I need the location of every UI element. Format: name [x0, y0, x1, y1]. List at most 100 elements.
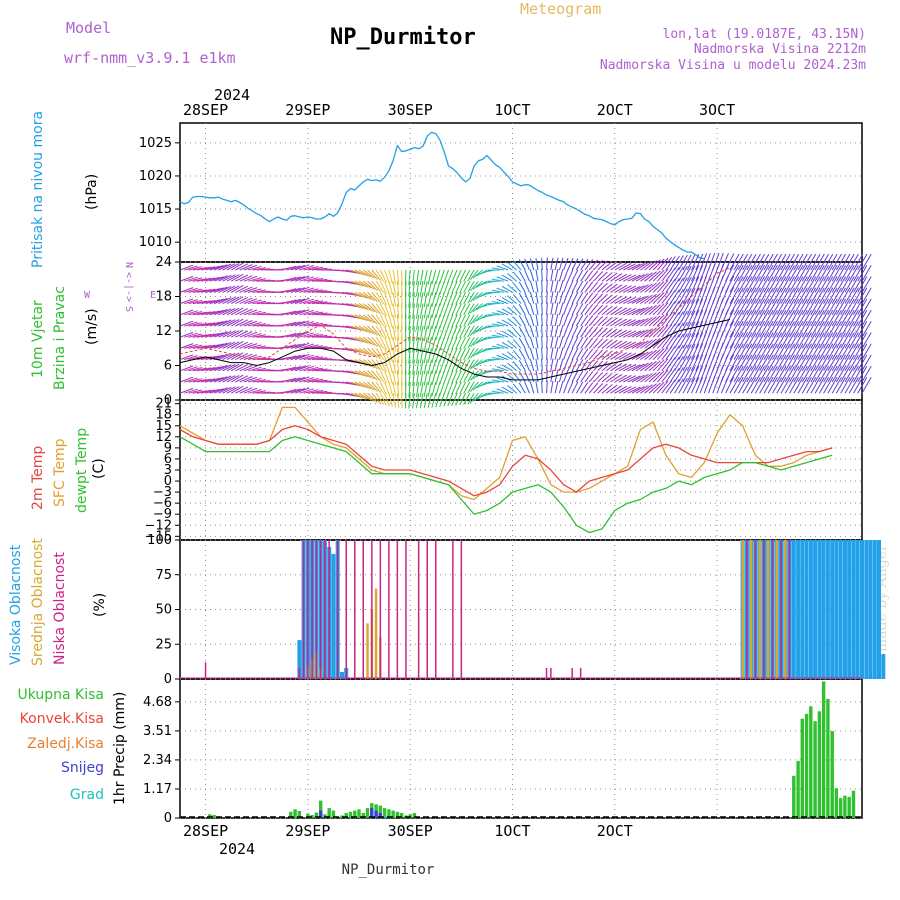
wind-barb	[447, 281, 454, 295]
wind-barb	[230, 273, 244, 282]
wind-barb	[192, 323, 207, 327]
wind-barb	[780, 321, 791, 338]
wind-barb	[431, 381, 437, 397]
wind-barb	[419, 381, 424, 397]
wind-barb	[853, 343, 864, 360]
wind-barb	[605, 306, 618, 316]
wind-barb	[725, 275, 735, 293]
wind-barb	[384, 314, 390, 329]
wind-barb	[789, 377, 800, 394]
wind-ylabel-line2: Brzina i Pravac	[52, 286, 68, 390]
wind-barb	[184, 299, 198, 305]
wind-barb	[501, 386, 513, 394]
wind-barb	[379, 370, 387, 384]
wind-barb	[746, 265, 757, 282]
wind-barb	[797, 298, 808, 316]
wind-barb	[307, 378, 324, 383]
wind-barb	[447, 269, 454, 284]
wind-barb	[455, 370, 462, 384]
wind-barb	[459, 303, 467, 316]
wind-barb	[472, 336, 483, 346]
precip-total-bar	[387, 809, 391, 818]
wind-barb	[840, 276, 851, 293]
wind-barb	[524, 314, 530, 327]
wind-barb	[512, 383, 522, 394]
wind-barb	[554, 291, 559, 304]
wind-barb	[423, 269, 428, 285]
wind-barb	[593, 371, 604, 383]
wind-barb	[307, 311, 324, 316]
wind-barb	[558, 324, 564, 338]
wind-barb	[597, 305, 608, 316]
wind-barb	[776, 343, 787, 360]
wind-barb	[644, 260, 657, 271]
wind-barb	[601, 283, 613, 293]
wind-barb	[593, 293, 604, 304]
wind-barb	[733, 265, 744, 282]
wind-barb	[412, 325, 415, 342]
wind-barb	[746, 332, 757, 349]
wind-barb	[239, 264, 253, 271]
wind-barb	[853, 321, 864, 338]
wind-barb	[754, 343, 766, 360]
wind-barb	[419, 393, 424, 409]
wind-barb	[226, 285, 240, 293]
wind-barb	[571, 258, 579, 271]
wind-barb	[218, 375, 232, 383]
precip-total-bar	[834, 788, 839, 818]
wind-barb	[827, 377, 838, 394]
wind-barb	[806, 287, 817, 304]
wind-barb	[307, 266, 324, 271]
wind-barb	[541, 268, 543, 282]
wind-barb	[699, 253, 708, 271]
wind-barb	[746, 321, 757, 338]
wind-barb	[742, 276, 753, 293]
wind-barb	[844, 321, 855, 338]
precip-total-bar	[843, 795, 847, 818]
wind-barb	[627, 375, 641, 383]
wind-barb	[708, 253, 716, 271]
wind-barb	[235, 308, 249, 316]
cloud-low-bar	[204, 662, 207, 679]
wind-barb	[750, 365, 761, 383]
wind-barb	[427, 292, 432, 308]
cloud-high-bar	[340, 672, 344, 679]
wind-barb	[853, 265, 864, 282]
wind-barb	[427, 359, 432, 375]
wind-barb	[818, 365, 830, 383]
wind-barb	[657, 369, 669, 383]
wind-barb	[759, 354, 770, 372]
wind-barb	[541, 280, 543, 293]
wind-barb	[491, 379, 504, 383]
wind-barb	[252, 267, 267, 271]
wind-barb	[201, 322, 216, 327]
wind-barb	[196, 367, 212, 372]
wind-barb	[427, 337, 432, 352]
wind-barb	[844, 298, 855, 316]
wind-barb	[678, 333, 688, 349]
wind-barb	[844, 377, 855, 394]
year-label-bottom: 2024	[219, 840, 255, 858]
wind-barb	[640, 384, 653, 394]
wind-barb	[188, 299, 203, 305]
wind-barb	[614, 296, 628, 305]
wind-barb	[729, 298, 740, 316]
wind-barb	[209, 365, 224, 372]
wind-barb	[627, 263, 641, 271]
wind-barb	[814, 321, 825, 338]
wind-barb	[463, 392, 471, 405]
precip-snow-bar	[319, 810, 323, 818]
wind-barb	[396, 370, 400, 386]
wind-barb	[205, 388, 220, 394]
wind-barb	[597, 316, 608, 327]
wind-barb	[312, 312, 328, 316]
wind-barb	[729, 343, 740, 360]
wind-barb	[408, 292, 411, 308]
wind-barb	[848, 298, 859, 316]
wind-barb	[567, 280, 574, 293]
wind-barb	[558, 369, 564, 383]
wind-barb	[767, 332, 778, 349]
wind-barb	[853, 287, 864, 304]
model-altitude-label: Nadmorska Visina u modelu 2024.23m	[600, 58, 866, 73]
